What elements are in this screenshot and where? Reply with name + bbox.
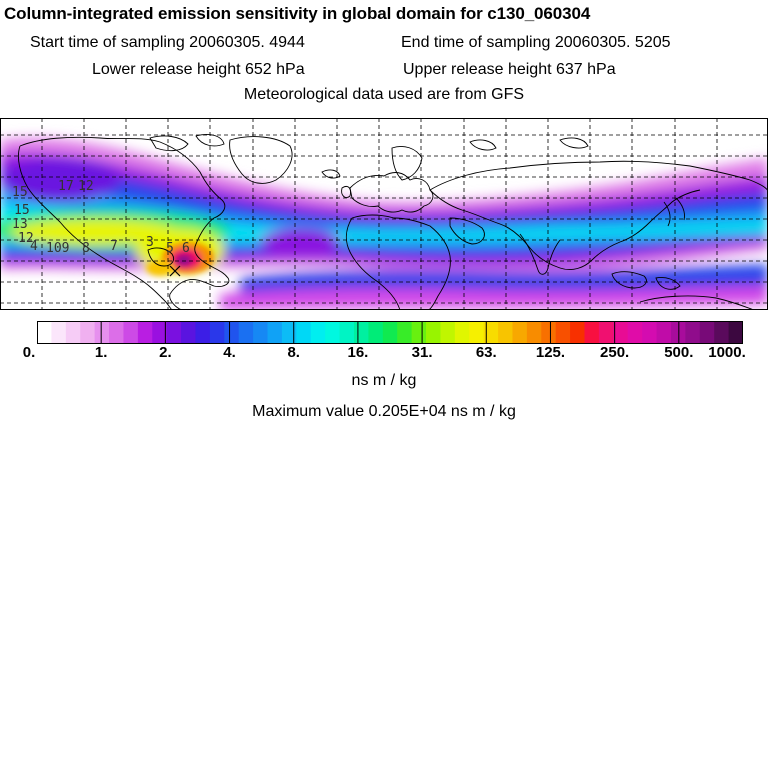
- colorbar-segment: [411, 321, 427, 344]
- contour-labels: 15 17 13 12 4 109 8 7 3 5 6 12 15: [12, 179, 190, 256]
- colorbar-segment: [368, 321, 384, 344]
- colorbar-segment: [541, 321, 557, 344]
- colorbar-segment: [80, 321, 96, 344]
- colorbar-segment: [699, 321, 715, 344]
- colorbar-tick-label: 250.: [600, 344, 630, 361]
- colorbar-segment: [382, 321, 398, 344]
- colorbar-segment: [469, 321, 485, 344]
- colorbar-segment: [94, 321, 110, 344]
- colorbar-segment: [267, 321, 283, 344]
- contour-label: 17: [58, 179, 74, 194]
- release-point-marker: [169, 265, 181, 277]
- colorbar-segment: [65, 321, 81, 344]
- colorbar-segment: [642, 321, 658, 344]
- colorbar-segment: [512, 321, 528, 344]
- colorbar-segment: [570, 321, 586, 344]
- colorbar-segment: [714, 321, 730, 344]
- contour-label: 5: [166, 241, 174, 256]
- colorbar-segment: [526, 321, 542, 344]
- colorbar-segment: [353, 321, 369, 344]
- colorbar-tick-label: 63.: [475, 344, 497, 361]
- start-time-label: Start time of sampling 20060305. 4944: [30, 34, 305, 51]
- colorbar-segment: [37, 321, 53, 344]
- colorbar-segment: [209, 321, 225, 344]
- sensitivity-map: 15 17 13 12 4 109 8 7 3 5 6 12 15: [0, 118, 768, 310]
- colorbar-segment: [166, 321, 182, 344]
- colorbar-segment: [296, 321, 312, 344]
- colorbar-segment: [685, 321, 701, 344]
- lat-lon-grid: [0, 118, 768, 310]
- colorbar-segment: [426, 321, 442, 344]
- colorbar-segment: [627, 321, 643, 344]
- contour-label: 7: [110, 239, 118, 254]
- colorbar-segment: [555, 321, 571, 344]
- colorbar-segment: [152, 321, 168, 344]
- colorbar-tick-label: 0.: [22, 344, 36, 361]
- end-time-label: End time of sampling 20060305. 5205: [401, 34, 671, 51]
- contour-label: 6: [182, 241, 190, 256]
- colorbar: [37, 321, 744, 344]
- colorbar-tick-label: 2.: [159, 344, 172, 361]
- met-data-label: Meteorological data used are from GFS: [243, 86, 525, 103]
- colorbar-segment: [281, 321, 297, 344]
- contour-label: 15: [12, 185, 28, 200]
- colorbar-tick-label: 125.: [535, 344, 566, 361]
- colorbar-segment: [598, 321, 614, 344]
- contour-label: 12: [18, 231, 34, 246]
- contour-label: 12: [78, 179, 94, 194]
- contour-label: 8: [82, 241, 90, 256]
- colorbar-segment: [238, 321, 254, 344]
- colorbar-segment: [253, 321, 269, 344]
- colorbar-segment: [454, 321, 470, 344]
- colorbar-segment: [656, 321, 672, 344]
- colorbar-segment: [137, 321, 153, 344]
- colorbar-tick-label: 31.: [411, 344, 433, 361]
- colorbar-segment: [483, 321, 499, 344]
- colorbar-unit-label: ns m / kg: [351, 372, 417, 389]
- page-title: Column-integrated emission sensitivity i…: [4, 4, 591, 23]
- colorbar-segment: [584, 321, 600, 344]
- colorbar-segment: [123, 321, 139, 344]
- colorbar-segment: [325, 321, 341, 344]
- colorbar-segment: [109, 321, 125, 344]
- colorbar-tick-label: 1.: [94, 344, 108, 361]
- colorbar-segment: [195, 321, 211, 344]
- contour-label: 13: [12, 217, 28, 232]
- upper-release-height-label: Upper release height 637 hPa: [403, 61, 616, 78]
- colorbar-segment: [613, 321, 629, 344]
- colorbar-segment: [728, 321, 744, 344]
- colorbar-segment: [397, 321, 413, 344]
- colorbar-segment: [224, 321, 240, 344]
- contour-label: 4: [30, 239, 38, 254]
- colorbar-tick-label: 4.: [223, 344, 236, 361]
- colorbar-tick-label: 1000.: [708, 344, 746, 361]
- contour-label: 15: [14, 203, 30, 218]
- coastlines: [17, 133, 768, 310]
- colorbar-segment: [498, 321, 514, 344]
- colorbar-segment: [339, 321, 355, 344]
- colorbar-segment: [440, 321, 456, 344]
- colorbar-tick-label: 16.: [347, 344, 369, 361]
- lower-release-height-label: Lower release height 652 hPa: [92, 61, 305, 78]
- contour-label: 3: [146, 235, 154, 250]
- contour-label: 109: [46, 241, 69, 256]
- colorbar-tick-label: 8.: [287, 344, 300, 361]
- colorbar-tick-label: 500.: [664, 344, 694, 361]
- source-hotspot: [146, 242, 214, 276]
- colorbar-segment: [310, 321, 326, 344]
- colorbar-segment: [181, 321, 197, 344]
- colorbar-frame: [37, 321, 743, 344]
- sensitivity-field: [0, 137, 768, 310]
- maximum-value-label: Maximum value 0.205E+04 ns m / kg: [252, 403, 516, 420]
- colorbar-segment: [51, 321, 67, 344]
